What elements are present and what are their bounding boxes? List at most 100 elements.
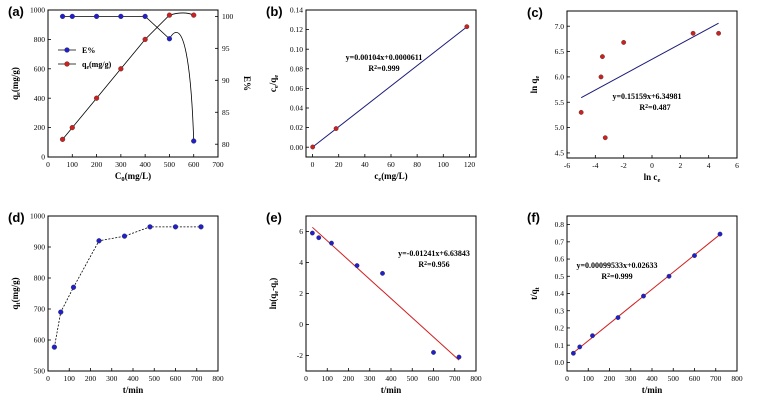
y-tick-label: 6.0 <box>555 72 565 81</box>
legend-label: E% <box>82 46 95 55</box>
x-tick-label: 600 <box>188 160 200 169</box>
data-point <box>615 315 621 321</box>
y-tick-label: 0.00 <box>290 143 303 152</box>
x-tick-label: 0 <box>46 374 50 383</box>
data-point <box>166 36 173 42</box>
x-tick-label: 100 <box>64 374 76 383</box>
x-tick-label: 40 <box>361 160 369 169</box>
fit-equation: y=-0.01241x+6.63843 <box>398 249 470 258</box>
data-point <box>142 36 148 43</box>
plot-frame <box>305 9 477 158</box>
data-point <box>59 13 66 19</box>
x-axis-title: t/min <box>642 385 663 395</box>
fit-r-squared: R2=0.956 <box>418 260 449 269</box>
y-tick-label: 0.06 <box>290 84 303 93</box>
x-tick-label: 400 <box>127 374 139 383</box>
legend-marker <box>64 47 70 53</box>
data-point <box>431 349 436 355</box>
y-tick-label: 0.08 <box>290 64 303 73</box>
x-tick-label: 80 <box>413 160 421 169</box>
x-tick-label: 4 <box>707 161 711 170</box>
data-point <box>456 354 462 360</box>
chart-panel-3: -6 -4 -2 0 2 4 6 4.5 5.0 5.5 6.0 6.5 7.0 (c) ln ce ln q… <box>527 5 739 184</box>
y-axis-title: ln qe <box>529 76 541 94</box>
x-tick-label: 60 <box>387 160 395 169</box>
x-tick-label: 600 <box>689 374 701 383</box>
data-point <box>600 54 605 60</box>
y-axis-title: qt(mg/g) <box>10 277 22 309</box>
panel-label: (a) <box>8 4 24 19</box>
y-tick-label: 500 <box>34 367 46 376</box>
data-point <box>602 135 608 141</box>
x-tick-label: 300 <box>115 160 127 169</box>
y-tick-label: 0.5 <box>555 272 565 281</box>
y-tick-label: 0.10 <box>290 45 303 54</box>
x-tick-label: 800 <box>731 374 743 383</box>
y-tick-label: 900 <box>34 243 46 252</box>
data-point <box>166 12 173 18</box>
legend-marker <box>64 61 70 67</box>
data-point <box>578 109 584 115</box>
x-tick-label: 100 <box>583 374 595 383</box>
data-point <box>142 13 148 19</box>
x-tick-label: 100 <box>322 374 334 383</box>
data-point <box>118 66 124 72</box>
chart-panel-2: 0 20 40 60 80 100 120 0.00 0.02 0.04 0.06 0.08 0.10 0… <box>266 4 477 183</box>
panel-label: (e) <box>266 210 282 225</box>
x-tick-label: 100 <box>438 160 450 169</box>
x-tick-label: 700 <box>710 374 722 383</box>
plot-frame <box>47 9 219 158</box>
x-tick-label: 500 <box>407 374 419 383</box>
y-tick-label: 800 <box>34 35 46 44</box>
y-tick-label: 4.5 <box>555 149 565 158</box>
data-point <box>191 12 197 18</box>
x-tick-label: 0 <box>650 161 654 170</box>
y-axis-title: t/qt <box>529 286 541 300</box>
fit-line <box>573 234 721 354</box>
data-point <box>69 13 75 19</box>
x-tick-label: 700 <box>212 160 224 169</box>
fit-r-squared: R2=0.999 <box>368 64 399 73</box>
plot-frame <box>566 10 738 159</box>
data-point <box>464 24 470 30</box>
fit-line <box>312 26 468 148</box>
data-point <box>58 309 64 315</box>
data-point <box>309 230 315 236</box>
x-axis-title: ce(mg/L) <box>374 171 407 183</box>
y-tick-label: 2 <box>299 289 303 298</box>
y2-tick-label: 85 <box>222 108 230 117</box>
plot-frame <box>566 215 738 372</box>
plot-frame <box>305 215 477 372</box>
y-tick-label: 0.4 <box>555 289 565 298</box>
x-tick-label: 200 <box>604 374 616 383</box>
data-point <box>692 253 697 259</box>
data-point <box>590 333 595 339</box>
data-point <box>310 144 316 150</box>
fit-line <box>580 22 719 99</box>
x-tick-label: 120 <box>464 160 476 169</box>
x-tick-label: 0 <box>46 160 50 169</box>
x-tick-label: 6 <box>735 161 739 170</box>
panel-label: (d) <box>8 210 25 225</box>
x-tick-label: 400 <box>385 374 397 383</box>
data-point <box>354 263 360 268</box>
x-tick-label: -6 <box>564 161 570 170</box>
x-axis-title: t/min <box>381 385 402 395</box>
y-tick-label: 4 <box>299 258 303 267</box>
x-tick-label: 700 <box>191 374 203 383</box>
data-point <box>93 13 100 19</box>
data-point <box>577 344 583 350</box>
y-axis-title: qe(mg/g) <box>10 67 22 100</box>
y2-tick-label: 95 <box>222 44 230 53</box>
x-tick-label: 200 <box>343 374 355 383</box>
data-point <box>96 238 102 244</box>
data-point <box>598 74 604 80</box>
y-tick-label: 0.6 <box>555 255 565 264</box>
y-tick-label: 1000 <box>30 212 45 221</box>
x-tick-label: 200 <box>85 374 97 383</box>
y-tick-label: 6.5 <box>555 47 565 56</box>
fit-equation: y=0.00099533x+0.02633 <box>576 261 657 270</box>
y-tick-label: 5.0 <box>555 123 565 132</box>
data-point <box>121 233 128 239</box>
